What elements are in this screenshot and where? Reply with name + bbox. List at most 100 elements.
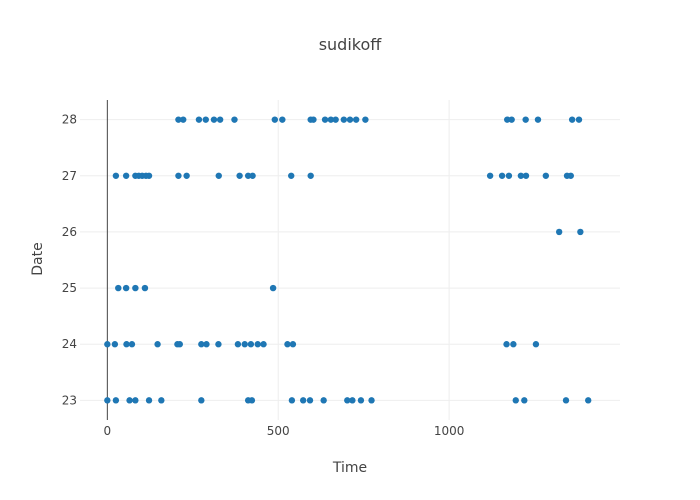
data-point (145, 172, 153, 179)
data-point (562, 397, 570, 404)
data-point (104, 397, 111, 404)
data-point (195, 116, 203, 123)
chart-title: sudikoff (319, 35, 383, 54)
data-point (260, 341, 267, 348)
y-tick-label: 23 (62, 393, 77, 407)
y-tick-label: 25 (62, 281, 77, 295)
data-point (183, 172, 190, 179)
points-layer (104, 116, 592, 404)
data-point (158, 397, 165, 404)
data-point (517, 172, 525, 179)
data-point (344, 397, 351, 404)
data-point (141, 284, 149, 292)
data-point (254, 341, 261, 348)
data-point (368, 397, 375, 404)
x-tick-label: 0 (104, 424, 112, 438)
data-point (115, 284, 122, 292)
data-point (180, 116, 187, 123)
data-point (504, 116, 511, 123)
data-point (532, 341, 540, 348)
data-point (198, 397, 205, 404)
data-point (349, 397, 356, 404)
data-point (510, 341, 517, 348)
data-point (122, 284, 130, 292)
data-point (284, 341, 291, 348)
data-point (555, 228, 563, 236)
data-point (202, 116, 209, 123)
y-tick-label: 27 (62, 169, 77, 183)
data-point (346, 116, 354, 123)
data-point (327, 116, 335, 123)
data-point (577, 228, 584, 236)
data-point (112, 397, 120, 404)
data-point (236, 172, 243, 179)
data-point (486, 172, 494, 179)
data-point (123, 341, 130, 348)
data-point (112, 172, 120, 179)
data-point (247, 341, 255, 348)
data-point (271, 116, 279, 123)
data-point (498, 172, 506, 179)
data-point (216, 116, 224, 123)
data-point (154, 341, 161, 348)
data-point (203, 341, 210, 348)
data-point (244, 172, 252, 179)
data-point (122, 172, 130, 179)
grid-layer (80, 100, 620, 420)
data-point (340, 116, 348, 123)
data-point (279, 116, 286, 123)
data-point (512, 397, 519, 404)
data-point (249, 172, 256, 179)
data-point (175, 172, 182, 179)
data-point (210, 116, 218, 123)
data-point (503, 341, 510, 348)
data-point (522, 116, 529, 123)
data-point (542, 172, 550, 179)
data-point (299, 397, 307, 404)
data-point (362, 116, 369, 123)
tick-labels-layer: 23 24 25 26 27 28 0 500 1000 (62, 113, 465, 438)
x-tick-label: 1000 (434, 424, 465, 438)
data-point (145, 397, 153, 404)
data-point (357, 397, 365, 404)
data-point (132, 397, 139, 404)
data-point (306, 397, 314, 404)
data-point (111, 341, 119, 348)
data-point (321, 116, 329, 123)
data-point (505, 172, 513, 179)
data-point (126, 397, 133, 404)
data-point (176, 341, 183, 348)
data-point (585, 397, 592, 404)
data-point (332, 116, 339, 123)
data-point (521, 397, 528, 404)
data-point (352, 116, 360, 123)
data-point (288, 397, 296, 404)
data-point (320, 397, 327, 404)
data-point (289, 341, 297, 348)
y-tick-label: 26 (62, 225, 77, 239)
data-point (307, 172, 314, 179)
y-tick-label: 28 (62, 113, 77, 127)
data-point (198, 341, 205, 348)
data-point (269, 284, 277, 292)
data-point (132, 284, 139, 292)
data-point (248, 397, 256, 404)
data-point (522, 172, 530, 179)
data-point (234, 341, 242, 348)
y-tick-label: 24 (62, 337, 77, 351)
x-axis-title: Time (332, 460, 367, 476)
x-tick-label: 500 (267, 424, 290, 438)
data-point (231, 116, 238, 123)
data-point (215, 172, 222, 179)
data-point (215, 341, 222, 348)
data-point (567, 172, 574, 179)
data-point (288, 172, 295, 179)
data-point (534, 116, 542, 123)
data-point (310, 116, 317, 123)
data-point (104, 341, 111, 348)
data-point (175, 116, 182, 123)
data-point (241, 341, 248, 348)
data-point (128, 341, 136, 348)
data-point (568, 116, 576, 123)
